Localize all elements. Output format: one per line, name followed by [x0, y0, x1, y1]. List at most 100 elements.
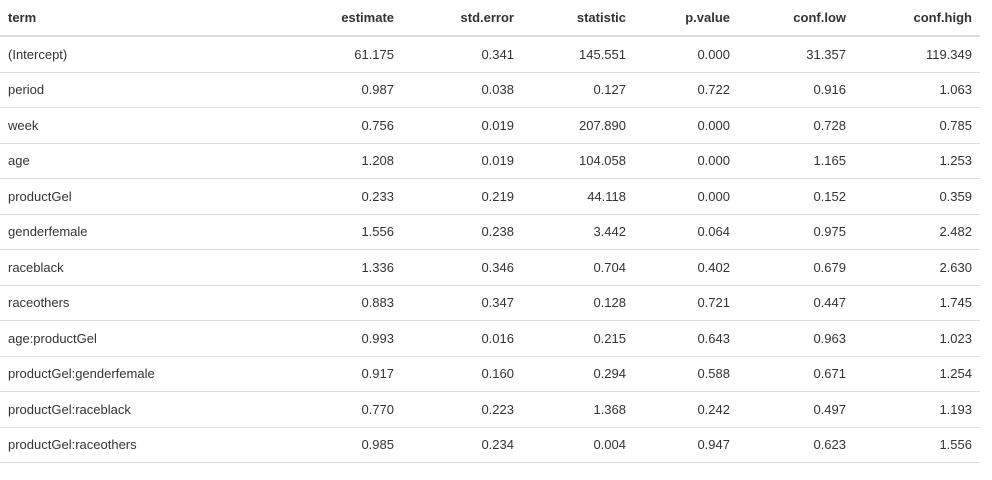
- cell-term: age:productGel: [0, 320, 208, 357]
- column-header-estimate: estimate: [208, 0, 402, 37]
- cell-statistic: 3.442: [522, 214, 634, 250]
- cell-std-error: 0.038: [402, 72, 522, 108]
- cell-conf-low: 0.916: [738, 72, 854, 108]
- cell-term: genderfemale: [0, 214, 208, 250]
- cell-statistic: 0.127: [522, 72, 634, 108]
- column-header-statistic: statistic: [522, 0, 634, 37]
- cell-std-error: 0.160: [402, 356, 522, 392]
- cell-p-value: 0.402: [634, 249, 738, 286]
- table-row: productGel 0.233 0.219 44.118 0.000 0.152 0.35…: [0, 178, 980, 215]
- cell-conf-high: 1.745: [854, 285, 980, 321]
- table-row: age 1.208 0.019 104.058 0.000 1.165 1.253: [0, 143, 980, 179]
- cell-term: (Intercept): [0, 36, 208, 73]
- cell-conf-low: 0.623: [738, 427, 854, 463]
- cell-statistic: 104.058: [522, 143, 634, 179]
- cell-p-value: 0.947: [634, 427, 738, 463]
- cell-conf-high: 0.359: [854, 178, 980, 215]
- cell-term: productGel: [0, 178, 208, 215]
- cell-conf-high: 1.253: [854, 143, 980, 179]
- cell-std-error: 0.238: [402, 214, 522, 250]
- cell-statistic: 0.215: [522, 320, 634, 357]
- table-row: raceblack 1.336 0.346 0.704 0.402 0.679 2.630: [0, 249, 980, 286]
- cell-conf-high: 2.482: [854, 214, 980, 250]
- cell-conf-low: 31.357: [738, 36, 854, 73]
- cell-estimate: 1.208: [208, 143, 402, 179]
- cell-term: age: [0, 143, 208, 179]
- cell-estimate: 0.985: [208, 427, 402, 463]
- cell-std-error: 0.219: [402, 178, 522, 215]
- table-row: productGel:raceblack 0.770 0.223 1.368 0.242…: [0, 391, 980, 428]
- cell-std-error: 0.341: [402, 36, 522, 73]
- cell-conf-low: 0.671: [738, 356, 854, 392]
- cell-conf-low: 0.963: [738, 320, 854, 357]
- cell-p-value: 0.000: [634, 107, 738, 144]
- cell-statistic: 1.368: [522, 391, 634, 428]
- cell-term: period: [0, 72, 208, 108]
- cell-conf-high: 119.349: [854, 36, 980, 73]
- column-header-term: term: [0, 0, 208, 37]
- cell-estimate: 0.770: [208, 391, 402, 428]
- cell-estimate: 0.993: [208, 320, 402, 357]
- cell-estimate: 0.756: [208, 107, 402, 144]
- cell-estimate: 0.883: [208, 285, 402, 321]
- table-row: age:productGel 0.993 0.016 0.215 0.643 0.963 1…: [0, 320, 980, 357]
- cell-statistic: 0.004: [522, 427, 634, 463]
- cell-p-value: 0.000: [634, 143, 738, 179]
- column-header-conf-low: conf.low: [738, 0, 854, 37]
- cell-p-value: 0.000: [634, 36, 738, 73]
- cell-std-error: 0.019: [402, 107, 522, 144]
- cell-p-value: 0.064: [634, 214, 738, 250]
- cell-conf-low: 1.165: [738, 143, 854, 179]
- cell-std-error: 0.347: [402, 285, 522, 321]
- cell-statistic: 44.118: [522, 178, 634, 215]
- cell-statistic: 0.128: [522, 285, 634, 321]
- cell-statistic: 0.294: [522, 356, 634, 392]
- cell-std-error: 0.234: [402, 427, 522, 463]
- cell-conf-low: 0.975: [738, 214, 854, 250]
- cell-estimate: 0.987: [208, 72, 402, 108]
- table-body: (Intercept) 61.175 0.341 145.551 0.000 31.357…: [0, 36, 980, 463]
- column-header-p-value: p.value: [634, 0, 738, 37]
- results-table-container: term estimate std.error statistic p.valu…: [0, 0, 980, 463]
- cell-conf-low: 0.679: [738, 249, 854, 286]
- cell-statistic: 207.890: [522, 107, 634, 144]
- cell-std-error: 0.346: [402, 249, 522, 286]
- cell-estimate: 61.175: [208, 36, 402, 73]
- cell-conf-low: 0.497: [738, 391, 854, 428]
- cell-estimate: 0.233: [208, 178, 402, 215]
- cell-conf-low: 0.152: [738, 178, 854, 215]
- cell-term: raceblack: [0, 249, 208, 286]
- cell-estimate: 1.556: [208, 214, 402, 250]
- cell-term: productGel:raceothers: [0, 427, 208, 463]
- column-header-std-error: std.error: [402, 0, 522, 37]
- cell-p-value: 0.000: [634, 178, 738, 215]
- cell-p-value: 0.588: [634, 356, 738, 392]
- cell-std-error: 0.223: [402, 391, 522, 428]
- table-row: (Intercept) 61.175 0.341 145.551 0.000 31.357…: [0, 36, 980, 73]
- cell-std-error: 0.019: [402, 143, 522, 179]
- cell-conf-high: 1.063: [854, 72, 980, 108]
- cell-term: raceothers: [0, 285, 208, 321]
- cell-estimate: 1.336: [208, 249, 402, 286]
- table-row: productGel:raceothers 0.985 0.234 0.004 0.94…: [0, 427, 980, 463]
- cell-p-value: 0.643: [634, 320, 738, 357]
- cell-conf-high: 1.254: [854, 356, 980, 392]
- cell-statistic: 0.704: [522, 249, 634, 286]
- cell-conf-high: 1.556: [854, 427, 980, 463]
- cell-estimate: 0.917: [208, 356, 402, 392]
- table-header: term estimate std.error statistic p.valu…: [0, 0, 980, 37]
- cell-conf-high: 0.785: [854, 107, 980, 144]
- table-row: raceothers 0.883 0.347 0.128 0.721 0.447 1.745: [0, 285, 980, 321]
- cell-term: productGel:genderfemale: [0, 356, 208, 392]
- cell-p-value: 0.242: [634, 391, 738, 428]
- table-row: genderfemale 1.556 0.238 3.442 0.064 0.975 2.4…: [0, 214, 980, 250]
- cell-conf-high: 1.193: [854, 391, 980, 428]
- table-row: period 0.987 0.038 0.127 0.722 0.916 1.063: [0, 72, 980, 108]
- cell-p-value: 0.722: [634, 72, 738, 108]
- cell-term: week: [0, 107, 208, 144]
- table-row: productGel:genderfemale 0.917 0.160 0.294 0.…: [0, 356, 980, 392]
- header-row: term estimate std.error statistic p.valu…: [0, 0, 980, 37]
- column-header-conf-high: conf.high: [854, 0, 980, 37]
- cell-conf-high: 1.023: [854, 320, 980, 357]
- cell-conf-low: 0.447: [738, 285, 854, 321]
